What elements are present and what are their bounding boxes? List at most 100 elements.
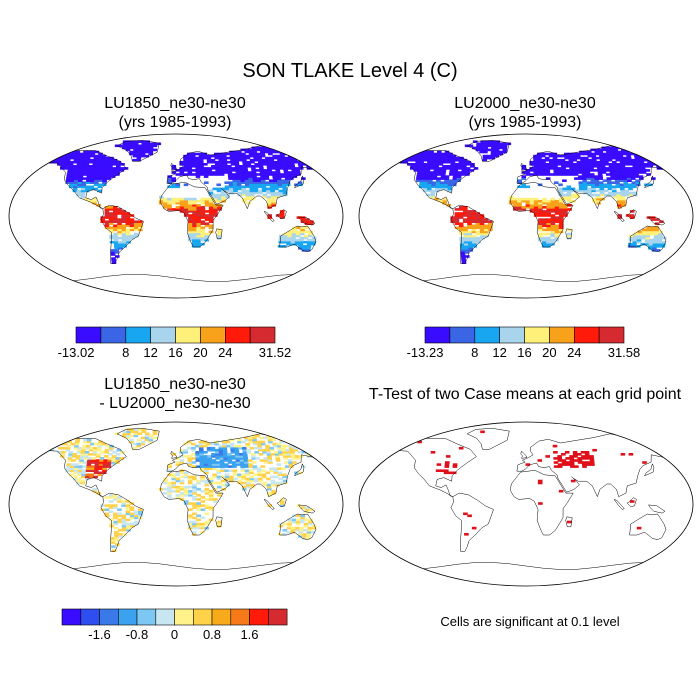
grid-cell [223, 171, 229, 174]
grid-cell [626, 177, 632, 180]
grid-cell [233, 156, 239, 160]
grid-cell [278, 481, 284, 485]
grid-cell [593, 169, 598, 172]
grid-cell [242, 453, 248, 456]
grid-cell [122, 430, 128, 434]
grid-cell [245, 442, 250, 446]
grid-cell [609, 167, 614, 170]
grid-cell [188, 520, 193, 524]
grid-cell [639, 158, 644, 162]
grid-cell [72, 167, 77, 170]
grid-cell [617, 204, 622, 207]
grid-cell [279, 167, 284, 170]
grid-cell [64, 163, 70, 166]
grid-cell [107, 461, 112, 464]
grid-cell [554, 208, 560, 211]
grid-cell [628, 163, 633, 166]
grid-cell [461, 261, 467, 264]
grid-cell [595, 156, 601, 160]
grid-cell [104, 206, 110, 209]
grid-cell [401, 152, 407, 156]
grid-cell [445, 167, 451, 170]
grid-cell [237, 473, 242, 477]
grid-cell [438, 199, 443, 203]
grid-cell [202, 152, 207, 156]
colorbar-swatch [155, 608, 175, 626]
grid-cell [108, 218, 114, 221]
grid-cell [245, 477, 251, 481]
grid-cell [672, 154, 678, 158]
grid-cell [316, 158, 321, 162]
grid-cell [277, 448, 283, 452]
grid-cell [279, 210, 285, 213]
grid-cell [122, 146, 127, 150]
grid-cell [200, 210, 206, 213]
grid-cell [648, 245, 653, 248]
grid-cell [144, 434, 150, 438]
map-cells [30, 428, 339, 552]
map-cells [380, 140, 689, 264]
grid-cell [626, 173, 631, 176]
grid-cell [233, 477, 238, 481]
grid-cell [462, 158, 468, 162]
grid-cell [479, 150, 484, 154]
grid-cell [76, 165, 81, 168]
grid-cell [429, 167, 435, 170]
colorbar-tick-label: 16 [517, 345, 531, 360]
grid-cell [603, 154, 608, 158]
grid-cell [542, 199, 547, 203]
grid-cell [291, 234, 296, 238]
grid-cell [425, 152, 430, 156]
grid-cell [221, 487, 226, 491]
grid-cell [311, 154, 316, 158]
grid-cell [635, 179, 640, 182]
grid-cell [276, 463, 282, 466]
grid-cell [480, 430, 485, 434]
grid-cell [294, 528, 300, 532]
grid-cell [108, 206, 114, 209]
grid-cell [229, 442, 235, 446]
grid-cell [421, 150, 427, 154]
grid-cell [98, 467, 103, 470]
grid-cell [286, 167, 292, 170]
grid-cell [187, 173, 193, 176]
grid-cell [542, 201, 547, 205]
grid-cell [199, 169, 205, 172]
grid-cell [635, 181, 641, 184]
grid-cell [596, 195, 601, 199]
grid-cell [282, 148, 288, 152]
coastline-greenland [466, 428, 510, 450]
grid-cell [566, 193, 572, 197]
grid-cell [102, 181, 107, 184]
grid-cell [269, 156, 274, 160]
grid-cell [233, 444, 239, 448]
grid-cell [637, 232, 643, 236]
grid-cell [47, 442, 52, 446]
grid-cell [542, 197, 547, 201]
grid-cell [126, 144, 131, 148]
grid-cell [275, 455, 280, 458]
grid-cell [210, 446, 216, 450]
grid-cell [287, 230, 293, 234]
grid-cell [305, 160, 310, 164]
grid-cell [85, 444, 91, 448]
grid-cell [659, 220, 664, 223]
grid-cell [108, 158, 114, 162]
grid-cell [564, 451, 570, 454]
grid-cell [541, 165, 546, 168]
grid-cell [286, 438, 292, 442]
grid-cell [452, 179, 457, 182]
coastline-newguinea [647, 504, 666, 514]
grid-cell [194, 152, 200, 156]
colorbar-swatch [80, 608, 100, 626]
grid-cell [208, 206, 214, 209]
grid-cell [241, 187, 246, 191]
grid-cell [85, 187, 90, 191]
grid-cell [546, 232, 551, 236]
grid-cell [304, 220, 310, 223]
grid-cell [458, 446, 464, 450]
grid-cell [73, 185, 78, 189]
grid-cell [224, 187, 230, 191]
grid-cell [74, 175, 80, 178]
grid-cell [121, 228, 127, 232]
